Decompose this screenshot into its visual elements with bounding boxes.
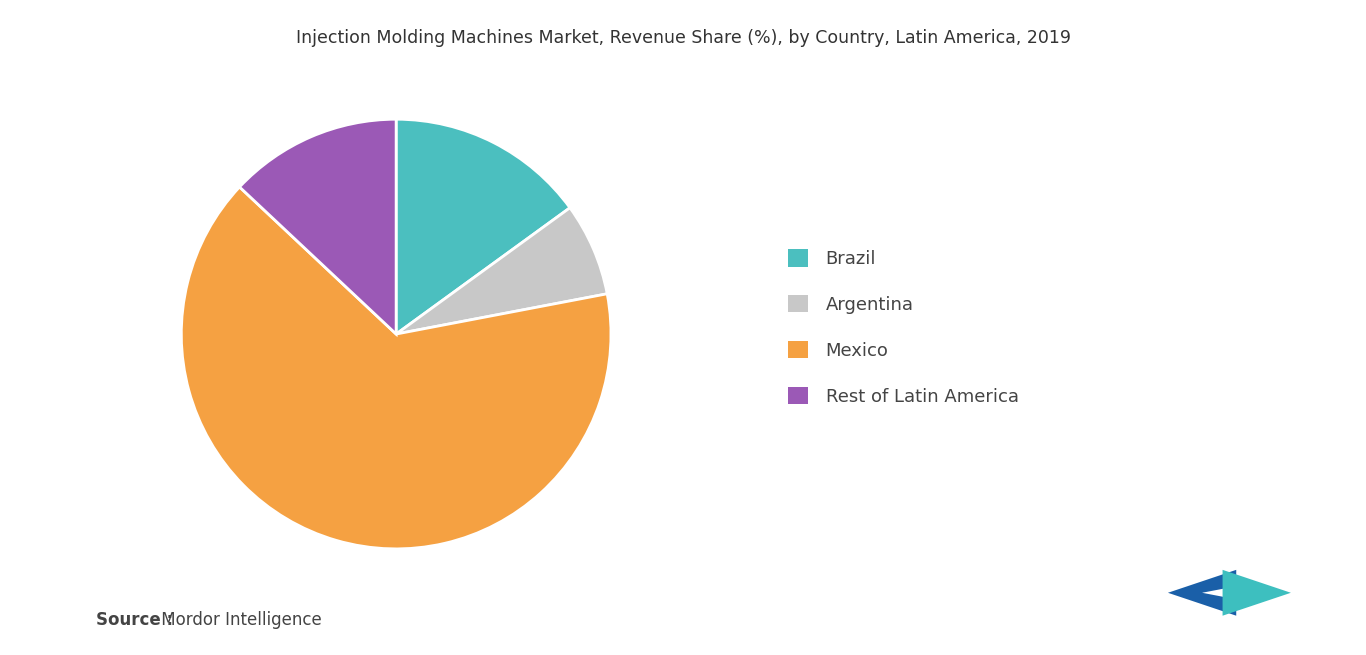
Wedge shape (182, 187, 611, 549)
Polygon shape (1223, 570, 1291, 616)
Polygon shape (1168, 570, 1236, 616)
Legend: Brazil, Argentina, Mexico, Rest of Latin America: Brazil, Argentina, Mexico, Rest of Latin… (788, 250, 1019, 405)
Text: Injection Molding Machines Market, Revenue Share (%), by Country, Latin America,: Injection Molding Machines Market, Reven… (295, 29, 1071, 47)
Text: Mordor Intelligence: Mordor Intelligence (156, 611, 321, 629)
Text: Source :: Source : (96, 611, 172, 629)
Wedge shape (396, 119, 570, 334)
Wedge shape (396, 208, 607, 334)
Wedge shape (239, 119, 396, 334)
